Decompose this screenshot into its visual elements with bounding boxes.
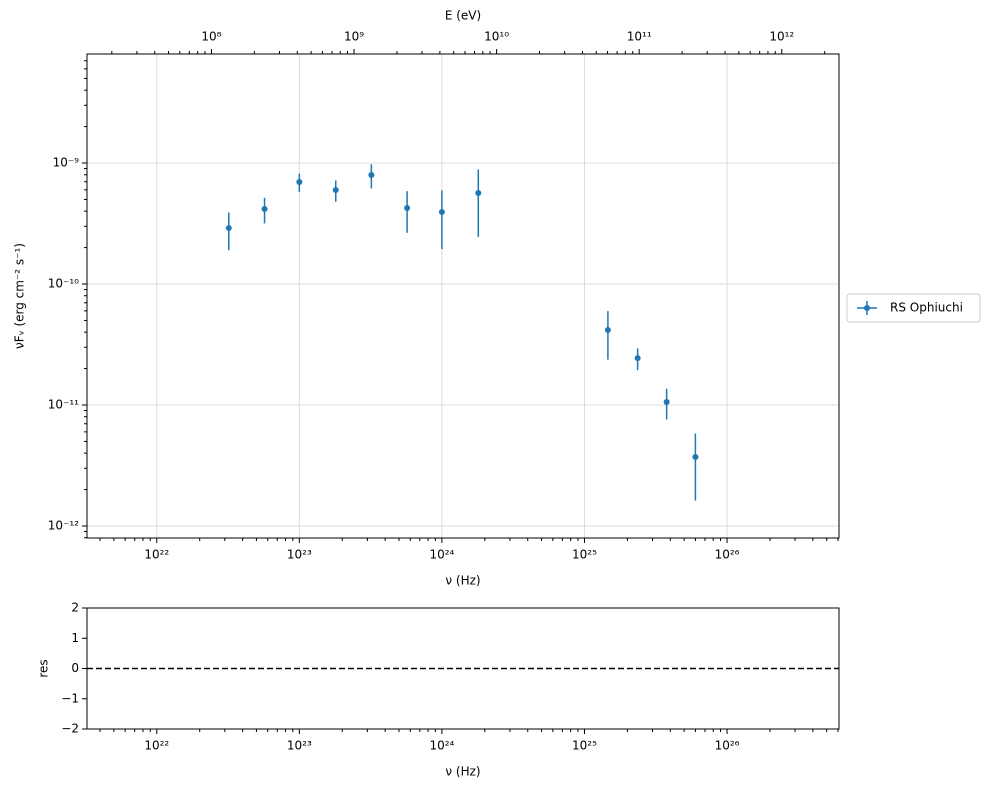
plot-frame bbox=[86, 53, 840, 539]
legend-label: RS Ophiuchi bbox=[890, 301, 963, 315]
y-tick-label: 0 bbox=[71, 661, 79, 675]
data-point bbox=[634, 355, 641, 362]
data-point bbox=[438, 208, 445, 215]
x-tick-label: 10²² bbox=[144, 739, 169, 753]
x-tick-label: 10²⁴ bbox=[429, 739, 454, 753]
x2-tick-label: 10¹² bbox=[769, 30, 794, 44]
x2-tick-label: 10⁸ bbox=[201, 30, 221, 44]
y-axis-label: νFᵥ (erg cm⁻² s⁻¹) bbox=[13, 243, 27, 349]
data-point bbox=[475, 190, 482, 197]
y-axis-label: res bbox=[37, 659, 51, 677]
y-tick-label: −1 bbox=[61, 691, 79, 705]
data-point bbox=[368, 172, 375, 178]
y-tick-label: 10⁻¹⁰ bbox=[48, 277, 79, 291]
y-tick-label: 1 bbox=[71, 631, 79, 645]
x2-tick-label: 10¹⁰ bbox=[484, 30, 509, 44]
data-point bbox=[261, 205, 268, 212]
y-tick-label: −2 bbox=[61, 722, 79, 736]
x-tick-label: 10²⁶ bbox=[715, 548, 740, 562]
data-point bbox=[404, 204, 411, 211]
y-tick-label: 10⁻¹¹ bbox=[48, 398, 79, 412]
x-tick-label: 10²³ bbox=[287, 739, 312, 753]
data-point bbox=[663, 398, 670, 405]
x-tick-label: 10²³ bbox=[287, 548, 312, 562]
y-tick-label: 10⁻⁹ bbox=[53, 156, 80, 170]
data-point bbox=[296, 178, 303, 185]
data-point bbox=[604, 326, 611, 333]
y-tick-label: 2 bbox=[71, 601, 79, 615]
x-axis-label: ν (Hz) bbox=[445, 765, 480, 779]
data-point bbox=[332, 187, 339, 194]
x-tick-label: 10²⁵ bbox=[572, 548, 597, 562]
x-tick-label: 10²⁶ bbox=[715, 739, 740, 753]
legend-marker bbox=[864, 305, 870, 311]
x-tick-label: 10²⁵ bbox=[572, 739, 597, 753]
x2-axis-label: E (eV) bbox=[445, 9, 481, 23]
x2-tick-label: 10¹¹ bbox=[627, 30, 652, 44]
x-tick-label: 10²² bbox=[144, 548, 169, 562]
x-tick-label: 10²⁴ bbox=[429, 548, 454, 562]
legend-box bbox=[846, 293, 981, 323]
y-tick-label: 10⁻¹² bbox=[48, 519, 79, 533]
x2-tick-label: 10⁹ bbox=[344, 30, 364, 44]
x-axis-label: ν (Hz) bbox=[445, 574, 480, 588]
data-point bbox=[225, 225, 232, 232]
data-point bbox=[692, 453, 699, 460]
